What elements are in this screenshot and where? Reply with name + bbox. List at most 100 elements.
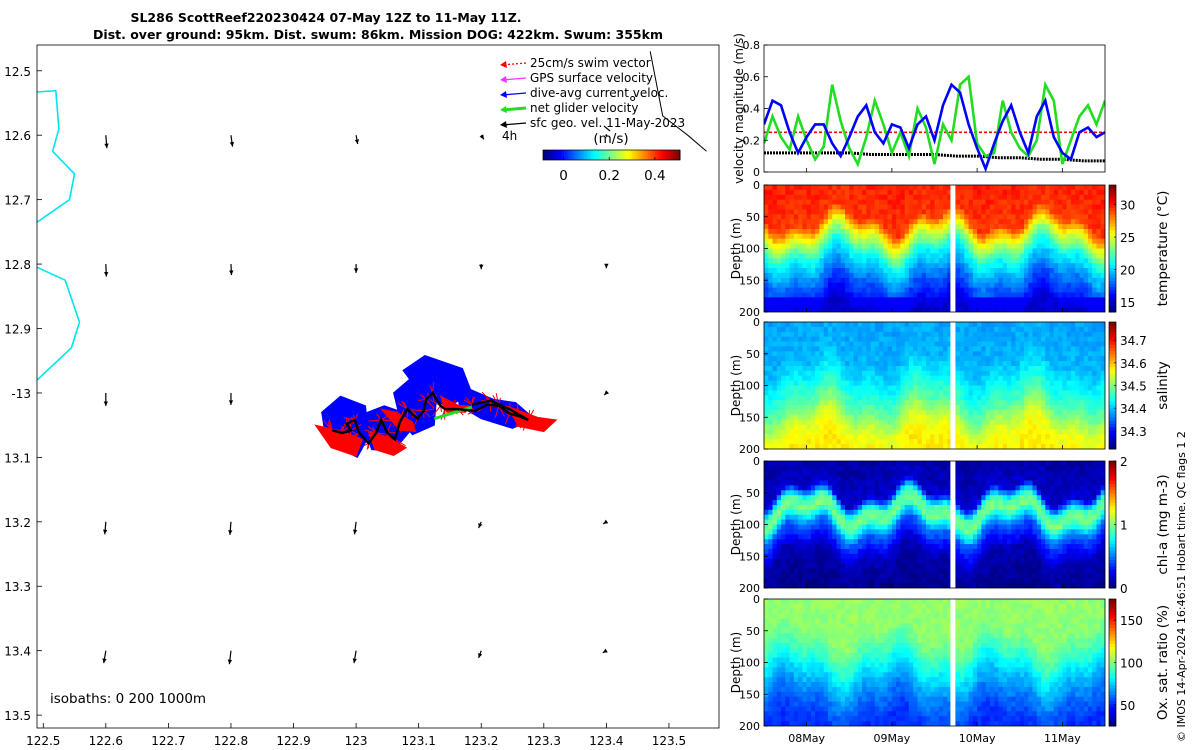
heatmap-cell: [840, 272, 846, 279]
heatmap-cell: [1036, 297, 1042, 303]
heatmap-cell: [823, 395, 829, 401]
heatmap-cell: [776, 277, 782, 284]
heatmap-cell: [1066, 214, 1072, 220]
colorbar-label: temperature (°C): [1155, 191, 1171, 307]
heatmap-cell: [845, 400, 850, 406]
heatmap-cell: [943, 233, 948, 240]
heatmap-cell: [802, 553, 808, 560]
heatmap-cell: [1100, 282, 1105, 289]
heatmap-cell: [798, 282, 803, 289]
heatmap-cell: [789, 495, 795, 501]
heatmap-cell: [815, 322, 820, 328]
heatmap-cell: [1100, 419, 1105, 426]
colorbar-segment: [1109, 376, 1116, 380]
heatmap-cell: [1019, 322, 1025, 328]
heatmap-cell: [938, 400, 944, 406]
heatmap-cell: [1028, 341, 1034, 347]
heatmap-cell: [768, 558, 774, 565]
heatmap-cell: [1011, 219, 1017, 225]
heatmap-cell: [870, 224, 876, 230]
heatmap-cell: [883, 322, 889, 328]
heatmap-cell: [1066, 277, 1072, 284]
heatmap-cell: [896, 429, 901, 435]
heatmap-cell: [798, 370, 803, 377]
heatmap-cell: [789, 263, 795, 269]
heatmap-cell: [1036, 346, 1042, 352]
heatmap-cell: [1019, 194, 1025, 201]
heatmap-cell: [1024, 199, 1029, 206]
heatmap-cell: [857, 414, 863, 421]
colorbar-segment: [1109, 254, 1116, 259]
heatmap-cell: [845, 385, 850, 391]
colorbar-segment: [1109, 229, 1116, 234]
heatmap-cell: [1007, 248, 1012, 254]
heatmap-cell: [776, 307, 782, 312]
heatmap-cell: [1019, 351, 1025, 357]
heatmap-cell: [823, 370, 829, 377]
heatmap-cell: [781, 258, 786, 264]
heatmap-cell: [921, 336, 927, 343]
heatmap-cell: [815, 282, 820, 289]
heatmap-cell: [904, 189, 910, 196]
heatmap-cell: [1058, 356, 1063, 362]
heatmap-cell: [798, 326, 803, 333]
heatmap-cell: [891, 326, 897, 333]
heatmap-cell: [930, 209, 936, 215]
heatmap-cell: [802, 238, 808, 245]
heatmap-cell: [1019, 356, 1025, 362]
heatmap-cell: [1045, 429, 1051, 435]
heatmap-cell: [874, 258, 880, 264]
heatmap-cell: [1032, 424, 1038, 431]
heatmap-cell: [866, 199, 872, 206]
heatmap-cell: [964, 331, 970, 338]
heatmap-cell: [815, 326, 820, 333]
heatmap-cell: [955, 331, 961, 338]
heatmap-cell: [989, 214, 995, 220]
heatmap-cell: [985, 185, 991, 191]
heatmap-cell: [921, 292, 927, 298]
heatmap-cell: [896, 356, 901, 362]
heatmap-cell: [870, 258, 876, 264]
heatmap-cell: [840, 400, 846, 406]
heatmap-cell: [1096, 361, 1102, 367]
heatmap-cell: [870, 326, 876, 333]
heatmap-cell: [879, 434, 884, 440]
heatmap-cell: [904, 375, 910, 382]
heatmap-cell: [994, 385, 1000, 391]
heatmap-cell: [1088, 434, 1093, 440]
heatmap-cell: [785, 268, 791, 274]
heatmap-cell: [819, 366, 825, 372]
heatmap-cell: [1066, 375, 1072, 382]
heatmap-cell: [972, 214, 978, 220]
heatmap-cell: [827, 409, 833, 416]
heatmap-cell: [921, 272, 927, 279]
heatmap-cell: [1002, 405, 1008, 411]
heatmap-cell: [853, 395, 859, 401]
heatmap-cell: [1092, 439, 1098, 445]
heatmap-cell: [896, 400, 901, 406]
heatmap-cell: [810, 326, 816, 333]
heatmap-cell: [866, 189, 872, 196]
heatmap-cell: [802, 263, 808, 269]
heatmap-cell: [789, 322, 795, 328]
heatmap-cell: [1092, 434, 1098, 440]
heatmap-cell: [802, 243, 808, 250]
heatmap-cell: [917, 307, 923, 312]
heatmap-cell: [776, 553, 782, 560]
heatmap-cell: [1024, 263, 1029, 269]
heatmap-cell: [908, 209, 914, 215]
heatmap-cell: [947, 287, 953, 294]
heatmap-cell: [785, 444, 791, 449]
heatmap-cell: [883, 243, 889, 250]
heatmap-cell: [943, 409, 948, 416]
heatmap-cell: [806, 336, 812, 343]
heatmap-cell: [930, 409, 936, 416]
heatmap-cell: [793, 465, 799, 472]
heatmap-cell: [1092, 326, 1098, 333]
heatmap-cell: [1015, 380, 1021, 387]
heatmap-cell: [849, 380, 855, 387]
heatmap-cell: [1092, 277, 1098, 284]
heatmap-cell: [921, 351, 927, 357]
heatmap-cell: [896, 185, 901, 191]
heatmap-cell: [968, 424, 974, 431]
